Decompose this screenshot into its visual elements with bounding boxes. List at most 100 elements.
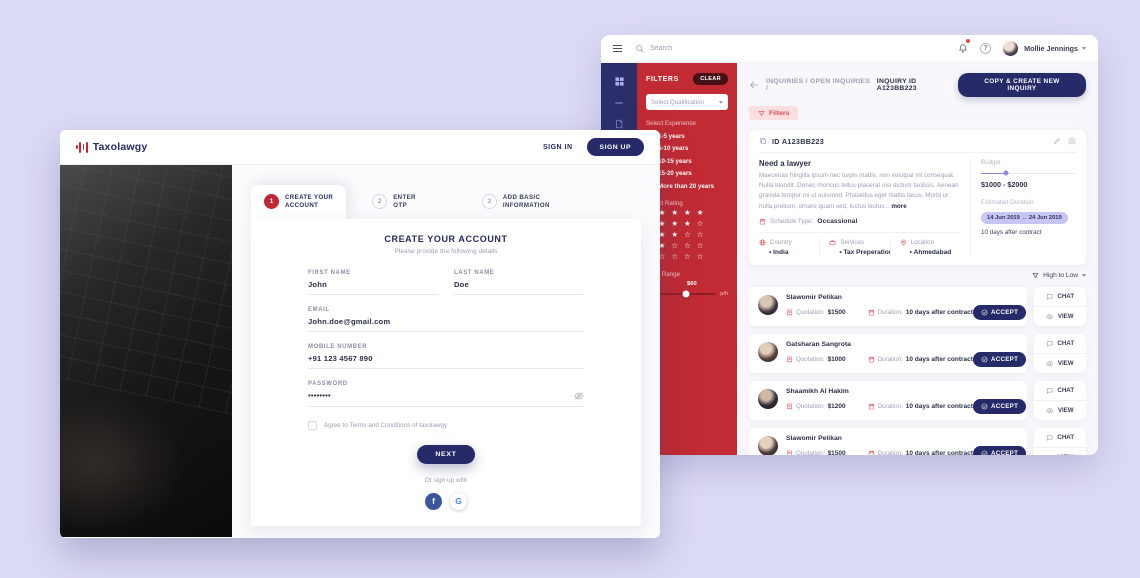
rating-row-4[interactable]: ★ ★ ★ ★ ☆: [646, 218, 706, 228]
duration-calendar-icon: [868, 309, 875, 316]
step-3-tab[interactable]: 3 ADD BASIC INFORMATION: [416, 185, 550, 210]
view-button[interactable]: VIEW: [1034, 448, 1086, 455]
qualification-placeholder: Select Qualification: [651, 98, 704, 106]
quote-row: Shaamikh Al Hakim Quotation: $1200 Durat…: [749, 381, 1086, 421]
back-arrow-icon[interactable]: [749, 80, 759, 90]
price-max-value: $60: [687, 280, 697, 287]
filters-chip[interactable]: Filters: [749, 106, 799, 120]
inquiries-icon[interactable]: [614, 119, 624, 129]
password-visibility-icon[interactable]: [574, 391, 584, 401]
help-icon[interactable]: ?: [980, 43, 992, 54]
country-meta: Country India: [759, 239, 819, 256]
dashboard-grid-icon[interactable]: [614, 76, 625, 87]
estimated-duration-label: Estimated Duration: [981, 198, 1034, 206]
schedule-type-value: Occassional: [817, 218, 858, 226]
quote-card: Shaamikh Al Hakim Quotation: $1200 Durat…: [749, 381, 1027, 421]
chat-button[interactable]: CHAT: [1034, 428, 1086, 447]
duration-calendar-icon: [868, 450, 875, 455]
rating-row-3[interactable]: ★ ★ ★ ☆ ☆: [646, 229, 706, 239]
services-icon: [829, 239, 836, 246]
quote-card: Slawomir Pelikan Quotation: $1500 Durati…: [749, 428, 1027, 455]
view-button[interactable]: VIEW: [1034, 401, 1086, 420]
accept-button[interactable]: ACCEPT: [972, 446, 1027, 455]
globe-icon: [759, 239, 766, 246]
step-1-number: 1: [264, 194, 279, 210]
accept-button[interactable]: ACCEPT: [972, 352, 1027, 368]
password-label: PASSWORD: [308, 380, 348, 387]
location-meta: Location Ahmedabad: [889, 239, 960, 257]
more-link[interactable]: more: [891, 202, 907, 210]
next-button[interactable]: NEXT: [417, 444, 475, 464]
social-signup-text: Or sign up with: [424, 476, 468, 484]
quote-actions: CHAT VIEW: [1034, 334, 1086, 374]
inquiry-id: ID A123BB223: [772, 136, 825, 146]
duration-value: 10 days after contract: [905, 356, 973, 364]
copy-create-inquiry-button[interactable]: COPY & CREATE NEW INQUIRY: [957, 73, 1086, 97]
eye-icon: [1046, 313, 1054, 321]
rating-row-1[interactable]: ★ ☆ ☆ ☆ ☆: [646, 252, 706, 262]
chat-button[interactable]: CHAT: [1034, 334, 1086, 353]
edit-pencil-icon[interactable]: [1053, 137, 1061, 145]
chevron-down-icon[interactable]: [1082, 47, 1086, 50]
view-button[interactable]: VIEW: [1034, 354, 1086, 373]
terms-label: Agree to Terms and Conditions of taxolaw…: [324, 421, 448, 429]
quote-row: Slawomir Pelikan Quotation: $1500 Durati…: [749, 287, 1086, 327]
rating-row-2[interactable]: ★ ★ ☆ ☆ ☆: [646, 241, 706, 251]
slider-handle-max[interactable]: [682, 290, 690, 298]
close-circle-icon[interactable]: [1068, 137, 1076, 145]
chevron-down-icon: [719, 100, 723, 104]
quotation-icon: [786, 403, 793, 410]
accept-button[interactable]: ACCEPT: [972, 399, 1027, 415]
quotation-value: $1500: [827, 450, 846, 455]
notifications-bell-icon[interactable]: [958, 38, 971, 58]
password-field[interactable]: ••••••••: [308, 391, 331, 401]
budget-label: Budget: [981, 158, 1001, 166]
sign-in-link[interactable]: SIGN IN: [542, 143, 573, 151]
rating-row-5[interactable]: ★ ★ ★ ★ ★: [646, 207, 706, 217]
quotation-value: $1200: [827, 403, 846, 411]
signup-header: Taxolawgy SIGN IN SIGN UP: [60, 130, 660, 165]
chat-button[interactable]: CHAT: [1034, 381, 1086, 400]
step-1-tab[interactable]: 1 CREATE YOUR ACCOUNT: [251, 185, 347, 224]
google-icon[interactable]: G: [450, 492, 467, 510]
inquiry-description: Maecenas fringilla ipsum nec turpis matt…: [759, 171, 959, 210]
chat-icon: [1046, 340, 1054, 348]
last-name-field[interactable]: Doe: [454, 279, 469, 289]
check-circle-icon: [981, 450, 988, 455]
clear-filters-button[interactable]: CLEAR: [693, 73, 728, 85]
terms-checkbox[interactable]: [308, 420, 317, 430]
hamburger-menu-icon[interactable]: [613, 44, 622, 53]
funnel-icon: [758, 110, 765, 117]
duration-value: 10 days after contract: [905, 450, 973, 455]
filters-title: FILTERS: [646, 75, 679, 83]
sidebar-divider: [615, 102, 623, 104]
services-value: Tax Preperation Services: [829, 249, 889, 256]
calendar-icon: [759, 218, 766, 225]
chat-icon: [1046, 434, 1054, 442]
signup-window: Taxolawgy SIGN IN SIGN UP 1 CREATE YOUR A…: [60, 130, 660, 538]
view-button[interactable]: VIEW: [1034, 307, 1086, 326]
email-field[interactable]: John.doe@gmail.com: [308, 316, 391, 326]
qualification-select[interactable]: Select Qualification: [646, 94, 728, 110]
sort-dropdown[interactable]: High to Low: [749, 272, 1086, 279]
mobile-number-field[interactable]: +91 123 4567 890: [308, 353, 373, 363]
step-2-tab[interactable]: 2 ENTER OTP: [346, 185, 416, 210]
quote-actions: CHAT VIEW: [1034, 381, 1086, 421]
form-subtitle: Please provide the following details: [394, 247, 498, 255]
user-avatar[interactable]: [1003, 41, 1019, 56]
user-name[interactable]: Mollie Jennings: [1024, 44, 1078, 53]
sign-up-button[interactable]: SIGN UP: [586, 138, 644, 156]
facebook-icon[interactable]: f: [425, 492, 442, 510]
taxolawgy-logo[interactable]: Taxolawgy: [76, 141, 147, 153]
search-box[interactable]: [635, 44, 770, 53]
inquiry-card: ID A123BB223 Need a lawyer Maecenas frin…: [749, 129, 1086, 266]
search-input[interactable]: [650, 45, 770, 52]
accept-button[interactable]: ACCEPT: [972, 305, 1027, 321]
keyboard-photo: [60, 165, 232, 537]
first-name-field[interactable]: John: [308, 279, 327, 289]
chat-button[interactable]: CHAT: [1034, 287, 1086, 306]
notification-dot: [966, 38, 971, 43]
breadcrumb[interactable]: INQUIRIES / OPEN INQUIRIES /: [766, 78, 871, 92]
experience-filter-label: Select Experience: [646, 120, 696, 127]
